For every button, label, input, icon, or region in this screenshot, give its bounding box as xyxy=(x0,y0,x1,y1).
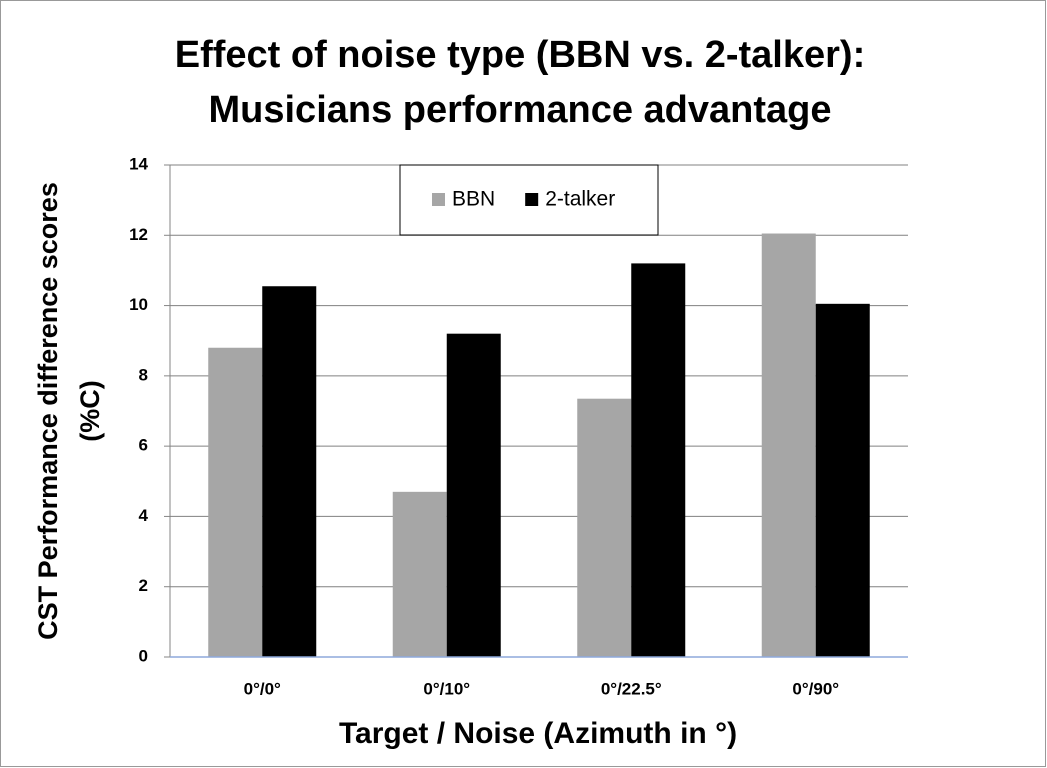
y-tick-label: 6 xyxy=(139,436,148,455)
y-tick-label: 4 xyxy=(139,506,149,525)
chart-title: Musicians performance advantage xyxy=(209,89,832,131)
y-tick-label: 10 xyxy=(129,295,148,314)
y-tick-label: 8 xyxy=(139,365,148,384)
bar xyxy=(761,233,816,657)
y-axis-label: CST Performance difference scores xyxy=(33,182,63,640)
bar xyxy=(577,398,632,657)
bar xyxy=(631,263,686,657)
x-axis-label: Target / Noise (Azimuth in °) xyxy=(339,717,737,750)
bar xyxy=(446,333,501,657)
y-tick-label: 2 xyxy=(139,576,148,595)
y-tick-label: 12 xyxy=(129,225,148,244)
chart-title: Effect of noise type (BBN vs. 2-talker): xyxy=(175,34,865,76)
bar xyxy=(392,491,447,657)
legend-swatch xyxy=(432,193,445,206)
x-tick-label: 0°/0° xyxy=(244,679,281,698)
legend-swatch xyxy=(525,193,539,206)
bar xyxy=(208,347,263,657)
y-axis-label: (%C) xyxy=(75,380,105,442)
y-tick-label: 14 xyxy=(129,154,148,173)
legend-label: 2-talker xyxy=(545,188,615,211)
bar xyxy=(262,286,317,657)
x-tick-label: 0°/10° xyxy=(423,679,470,698)
x-tick-label: 0°/90° xyxy=(792,679,839,698)
y-tick-label: 0 xyxy=(139,646,148,665)
bar xyxy=(815,303,870,657)
legend-label: BBN xyxy=(452,188,495,211)
x-tick-label: 0°/22.5° xyxy=(601,679,662,698)
